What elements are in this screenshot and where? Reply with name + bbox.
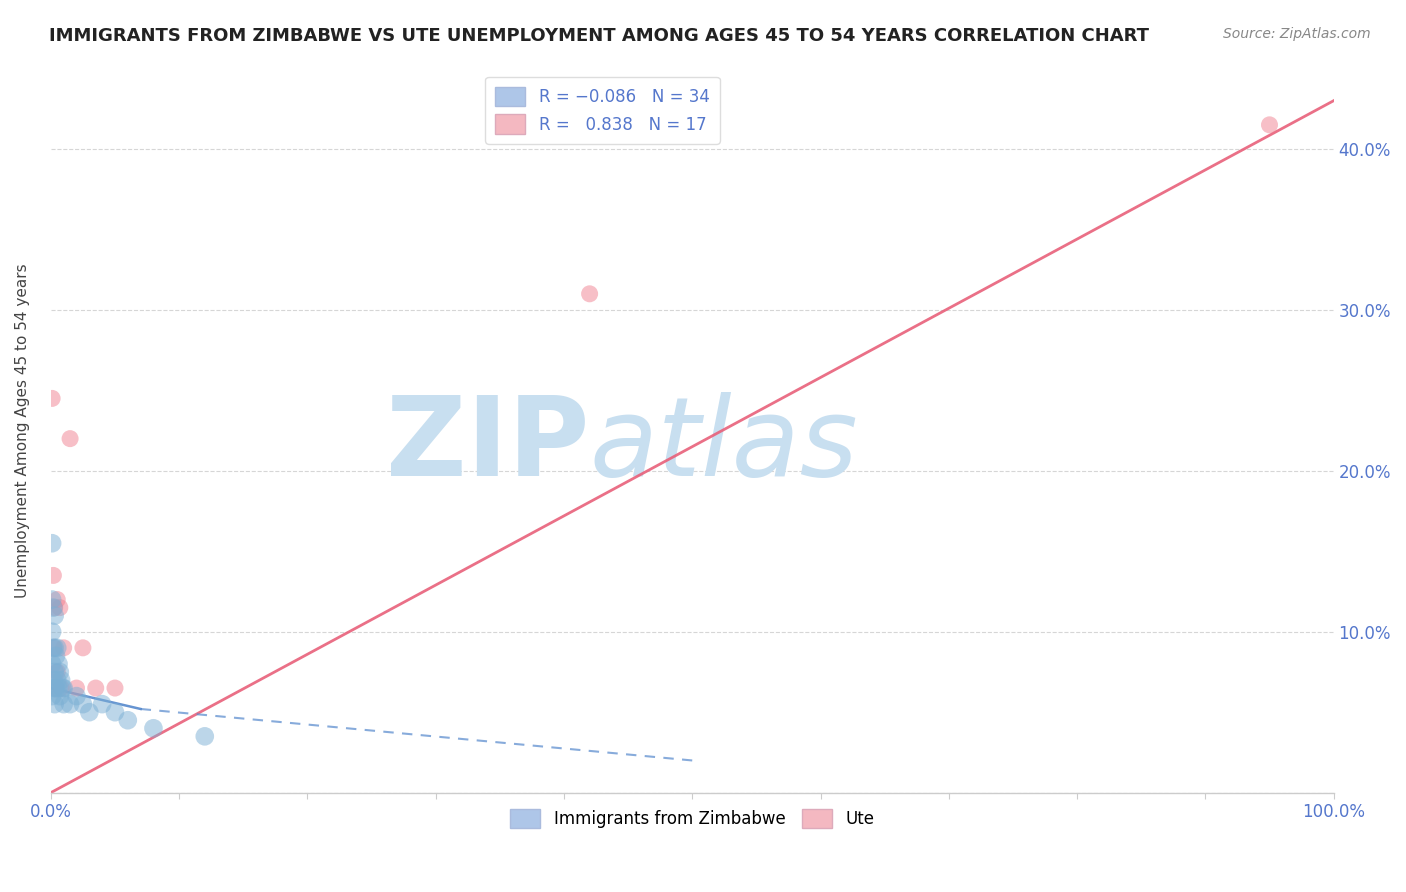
Point [45,681,67,695]
Point [49,673,72,687]
Point [46,640,69,655]
Point [49,665,72,679]
Point [41,536,63,550]
Point [59,432,82,446]
Point [104,681,127,695]
Point [42,673,65,687]
Text: Source: ZipAtlas.com: Source: ZipAtlas.com [1223,27,1371,41]
Point [46,592,69,607]
Text: atlas: atlas [589,392,858,499]
Point [45,648,67,663]
Point [41,657,63,671]
Point [72,640,94,655]
Point [65,689,87,703]
Point [46,673,69,687]
Point [52,697,75,711]
Point [42,640,65,655]
Text: ZIP: ZIP [387,392,589,499]
Point [117,713,139,727]
Text: IMMIGRANTS FROM ZIMBABWE VS UTE UNEMPLOYMENT AMONG AGES 45 TO 54 YEARS CORRELATI: IMMIGRANTS FROM ZIMBABWE VS UTE UNEMPLOY… [49,27,1149,45]
Point [44,665,66,679]
Point [194,729,217,743]
Point [84,681,107,695]
Point [59,697,82,711]
Point [46,665,69,679]
Point [41,392,63,406]
Point [42,640,65,655]
Point [48,657,70,671]
Point [41,592,63,607]
Point [51,681,73,695]
Point [49,689,72,703]
Point [49,600,72,615]
Point [79,705,101,719]
Point [578,286,600,301]
Point [41,624,63,639]
Point [1258,118,1281,132]
Point [142,721,165,735]
Point [44,600,66,615]
Point [104,705,127,719]
Point [42,568,65,582]
Point [41,689,63,703]
Legend: Immigrants from Zimbabwe, Ute: Immigrants from Zimbabwe, Ute [503,803,882,835]
Point [65,681,87,695]
Point [42,600,65,615]
Point [91,697,114,711]
Point [45,681,67,695]
Point [48,681,70,695]
Point [44,697,66,711]
Point [52,681,75,695]
Point [72,697,94,711]
Y-axis label: Unemployment Among Ages 45 to 54 years: Unemployment Among Ages 45 to 54 years [15,263,30,598]
Point [44,640,66,655]
Point [44,681,66,695]
Point [52,640,75,655]
Point [49,681,72,695]
Point [44,608,66,623]
